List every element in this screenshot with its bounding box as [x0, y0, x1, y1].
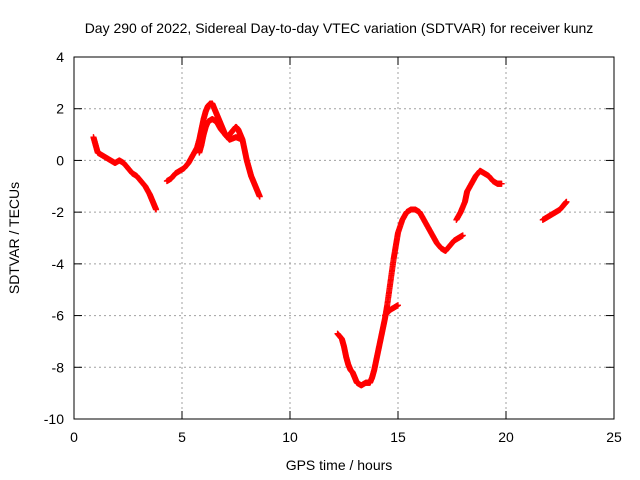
y-tick-label: -2: [52, 204, 65, 220]
y-tick-label: 4: [56, 49, 64, 65]
y-tick-label: -8: [52, 359, 65, 375]
x-tick-label: 10: [282, 429, 298, 445]
x-tick-label: 5: [178, 429, 186, 445]
data-series: [90, 100, 570, 389]
data-point-marker: [498, 180, 505, 187]
y-tick-label: -4: [52, 256, 65, 272]
data-point-marker: [153, 206, 160, 213]
data-point-marker: [459, 232, 466, 239]
x-tick-label: 20: [498, 429, 514, 445]
chart-title: Day 290 of 2022, Sidereal Day-to-day VTE…: [85, 20, 594, 36]
x-axis-label: GPS time / hours: [286, 457, 393, 473]
data-point-marker: [395, 302, 401, 309]
x-tick-label: 15: [390, 429, 406, 445]
x-tick-label: 25: [606, 429, 622, 445]
data-point-marker: [239, 136, 246, 143]
y-tick-label: 0: [56, 152, 64, 168]
y-tick-label: -6: [52, 308, 65, 324]
data-point-marker: [563, 198, 570, 205]
x-tick-label: 0: [70, 429, 78, 445]
y-tick-label: 2: [56, 101, 64, 117]
data-point-marker: [256, 193, 263, 200]
plot-frame: [73, 56, 615, 420]
y-tick-label: -10: [44, 411, 64, 427]
y-axis-label: SDTVAR / TECUs: [6, 182, 22, 294]
grid-lines: [74, 57, 614, 419]
axis-ticks: 0 5 10 15 20 25 -10 -8 -6 -4 -2 0 2 4: [44, 49, 622, 445]
